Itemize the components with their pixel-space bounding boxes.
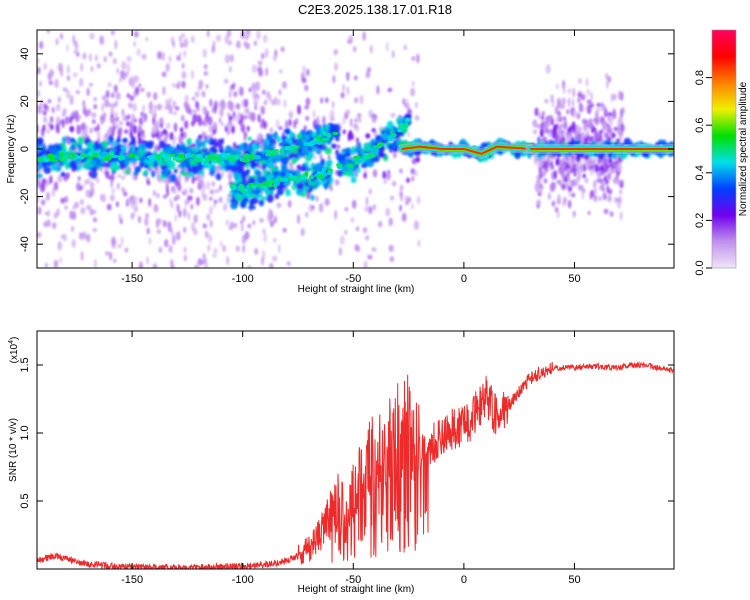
x-tick-label: -100 xyxy=(232,574,254,586)
y-tick-label: 40 xyxy=(19,48,31,60)
x-tick-label: -150 xyxy=(121,574,143,586)
snr-background xyxy=(37,331,674,569)
colorbar-ticks: 0.0 0.2 0.4 0.6 0.8 xyxy=(694,70,712,276)
y-tick-label: -40 xyxy=(19,236,31,252)
y-tick-label: 1.5 xyxy=(19,357,31,372)
snr-y-axis: 0.5 1.0 1.5 xyxy=(19,357,674,509)
y-tick-label: 0.5 xyxy=(19,493,31,508)
colorbar-gradient xyxy=(712,30,736,268)
y-tick-label: -20 xyxy=(19,189,31,205)
colorbar-tick-label: 0.2 xyxy=(694,213,706,228)
spectrogram-panel: -150 -100 -50 0 50 -40 -20 0 20 40 Height of str… xyxy=(6,29,675,295)
spectrogram-heatmap xyxy=(37,30,674,268)
y-tick-label: 0 xyxy=(19,146,31,152)
snr-y-label: SNR (10 * v/v) xyxy=(8,418,19,482)
x-tick-label: 50 xyxy=(568,574,580,586)
x-tick-label: 50 xyxy=(568,273,580,285)
spectrogram-x-label: Height of straight line (km) xyxy=(298,284,415,295)
snr-plot-area xyxy=(37,361,674,569)
snr-panel: -150 -100 -50 0 50 0.5 1.0 1.5 Height of strai… xyxy=(8,330,675,595)
spectrogram-y-label: Frequency (Hz) xyxy=(6,115,17,184)
snr-frame xyxy=(36,330,675,570)
x-tick-label: -50 xyxy=(345,574,361,586)
x-tick-label: -100 xyxy=(232,273,254,285)
x-tick-label: 0 xyxy=(461,574,467,586)
colorbar-tick-label: 0.6 xyxy=(694,118,706,133)
chart-title: C2E3.2025.138.17.01.R18 xyxy=(298,2,452,17)
snr-y-multiplier: (x104) xyxy=(8,337,20,364)
colorbar-tick-label: 0.8 xyxy=(694,70,706,85)
colorbar-tick-label: 0.0 xyxy=(694,260,706,275)
spectrogram-y-axis: -40 -20 0 20 40 xyxy=(19,48,674,252)
y-tick-label: 20 xyxy=(19,95,31,107)
spectrogram-x-axis: -150 -100 -50 0 50 xyxy=(121,30,581,285)
y-tick-label: 1.0 xyxy=(19,425,31,440)
colorbar-label: Normalized spectral amplitude xyxy=(738,81,749,216)
snr-x-axis: -150 -100 -50 0 50 xyxy=(121,331,581,586)
x-tick-label: -50 xyxy=(345,273,361,285)
colorbar-tick-label: 0.4 xyxy=(694,165,706,180)
snr-series-line xyxy=(37,361,674,569)
x-tick-label: 0 xyxy=(461,273,467,285)
x-tick-label: -150 xyxy=(121,273,143,285)
colorbar-frame xyxy=(711,29,737,269)
snr-x-label: Height of straight line (km) xyxy=(298,584,415,595)
colorbar: 0.0 0.2 0.4 0.6 0.8 Normalized spectral ampl… xyxy=(694,29,749,276)
